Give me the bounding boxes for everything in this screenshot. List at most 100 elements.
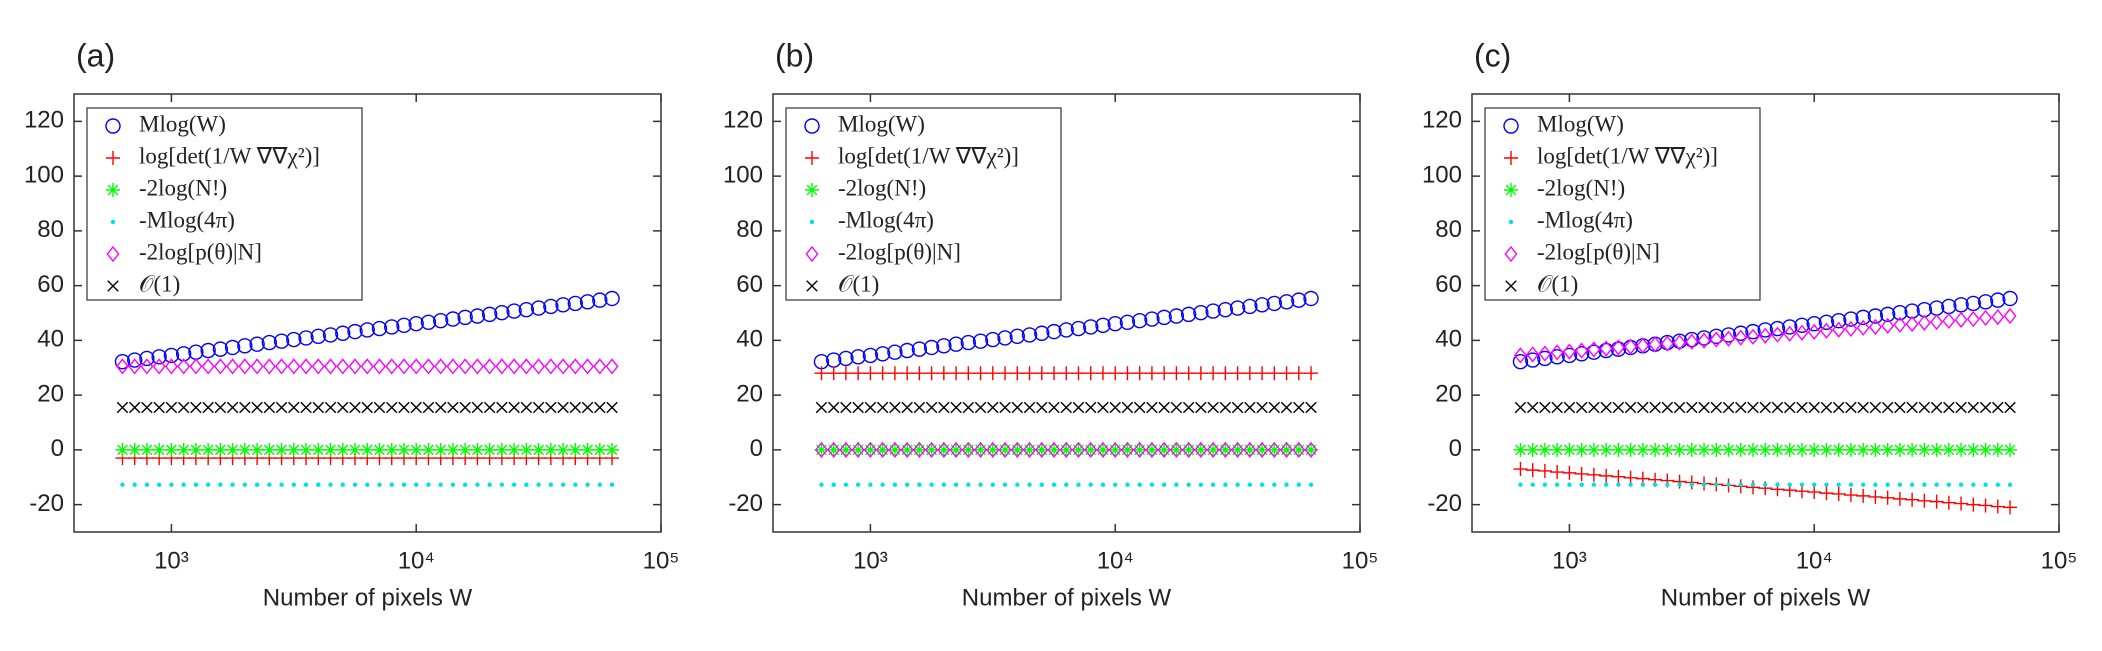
marker xyxy=(152,442,167,457)
marker xyxy=(1967,401,1980,414)
y-tick-label: 0 xyxy=(750,435,763,462)
marker xyxy=(573,482,578,487)
marker xyxy=(250,442,265,457)
marker xyxy=(1709,331,1723,348)
panel: (a) -20 0 20 40 60 80 100 120 10³ 10⁴ 10⁵ Number of … xyxy=(24,37,679,611)
marker xyxy=(557,401,569,414)
marker xyxy=(1027,482,1032,487)
marker xyxy=(459,401,471,414)
marker xyxy=(1672,442,1687,457)
marker xyxy=(863,442,878,457)
marker xyxy=(1990,292,2006,308)
marker xyxy=(1857,401,1869,414)
marker xyxy=(827,441,841,458)
marker xyxy=(507,442,522,457)
marker xyxy=(205,482,211,487)
panel: (c) -20 0 20 40 60 80 100 120 10³ 10⁴ 10⁵ Number of … xyxy=(1422,37,2077,611)
marker xyxy=(605,442,620,457)
marker xyxy=(127,352,143,368)
marker xyxy=(337,401,349,414)
marker xyxy=(1758,327,1772,344)
marker xyxy=(458,358,472,375)
marker xyxy=(1893,316,1907,333)
marker xyxy=(1966,310,1980,328)
marker xyxy=(487,482,492,487)
marker xyxy=(1721,442,1736,457)
marker xyxy=(1022,442,1037,457)
marker xyxy=(189,358,203,375)
marker xyxy=(1916,302,1933,318)
legend-marker xyxy=(1503,118,1519,134)
marker xyxy=(445,311,461,327)
marker xyxy=(1611,469,1626,484)
marker xyxy=(888,441,902,458)
marker xyxy=(605,358,619,375)
marker xyxy=(336,358,350,375)
marker xyxy=(372,358,386,375)
marker xyxy=(226,401,239,414)
marker xyxy=(904,482,910,487)
marker xyxy=(949,441,963,458)
marker xyxy=(401,482,407,487)
marker xyxy=(1623,442,1638,457)
marker xyxy=(446,358,460,375)
marker xyxy=(1039,482,1044,487)
marker xyxy=(1906,401,1918,414)
marker xyxy=(396,442,411,457)
marker xyxy=(1194,441,1208,458)
marker xyxy=(1660,335,1674,352)
marker xyxy=(1892,491,1907,506)
marker xyxy=(450,482,456,487)
marker xyxy=(1917,442,1932,457)
marker xyxy=(1686,401,1698,414)
x-tick-label: 10⁴ xyxy=(1796,547,1833,574)
marker xyxy=(409,442,424,457)
marker xyxy=(1770,326,1784,343)
marker xyxy=(1218,442,1233,457)
marker xyxy=(2004,401,2016,414)
marker xyxy=(912,442,927,457)
marker xyxy=(384,442,399,457)
marker xyxy=(925,441,939,458)
marker xyxy=(275,358,289,375)
marker xyxy=(1071,441,1085,458)
marker xyxy=(1072,401,1085,414)
marker xyxy=(116,401,129,414)
marker xyxy=(1832,401,1845,414)
marker xyxy=(299,442,314,457)
marker xyxy=(887,366,902,381)
marker xyxy=(239,401,251,414)
marker xyxy=(1830,312,1847,329)
marker xyxy=(144,482,150,487)
marker xyxy=(843,482,849,487)
marker xyxy=(593,358,607,375)
marker xyxy=(1291,366,1306,381)
marker xyxy=(1603,482,1609,487)
marker xyxy=(1169,366,1184,381)
marker xyxy=(1120,366,1135,381)
marker xyxy=(2007,482,2013,487)
marker xyxy=(1113,482,1118,487)
marker xyxy=(349,401,361,414)
marker xyxy=(998,442,1013,457)
marker xyxy=(597,482,603,487)
marker xyxy=(340,482,345,487)
marker xyxy=(1231,401,1244,414)
marker xyxy=(1284,482,1289,487)
marker xyxy=(1611,339,1625,356)
marker xyxy=(1958,482,1964,487)
marker xyxy=(1133,441,1147,458)
marker xyxy=(201,358,215,375)
marker xyxy=(361,401,373,414)
marker xyxy=(1169,441,1183,458)
legend-marker xyxy=(805,183,819,197)
marker xyxy=(1622,339,1639,356)
marker xyxy=(524,482,529,487)
x-axis-label: Number of pixels W xyxy=(962,584,1172,611)
marker xyxy=(190,401,202,414)
marker xyxy=(1771,401,1784,414)
marker xyxy=(1161,482,1167,487)
marker xyxy=(973,442,988,457)
marker xyxy=(530,300,547,316)
marker xyxy=(115,442,130,457)
